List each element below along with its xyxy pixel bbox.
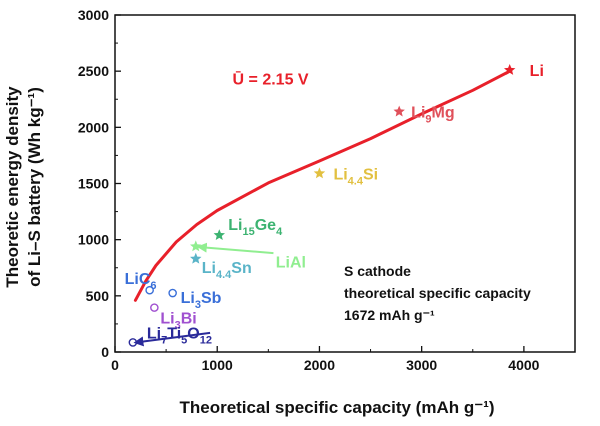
annotation-line-1: S cathode	[344, 263, 411, 279]
y-tick-label-6: 3000	[78, 7, 109, 23]
point-label-6: LiC6	[125, 271, 157, 292]
point-label-8: Li3Bi	[160, 311, 196, 332]
point-marker-7	[168, 288, 177, 298]
point-label-4: LiAl	[276, 254, 306, 271]
x-tick-label-0: 0	[111, 357, 119, 373]
point-label-7: Li3Sb	[181, 290, 222, 311]
x-tick-label-4: 4000	[508, 357, 539, 373]
annotation-line-3: 1672 mAh g⁻¹	[344, 307, 435, 323]
point-marker-5	[190, 252, 202, 264]
point-marker-2	[313, 167, 326, 179]
point-marker-6	[145, 285, 154, 295]
x-axis-label: Theoretical specific capacity (mAh g⁻¹)	[179, 398, 494, 417]
point-marker-8	[150, 303, 159, 312]
point-marker-4	[190, 240, 202, 252]
point-label-0: Li	[530, 63, 544, 80]
liai-arrow	[196, 242, 274, 255]
point-marker-9	[128, 338, 138, 347]
x-tick-label-2: 2000	[304, 357, 335, 373]
y-tick-label-4: 2000	[78, 119, 109, 135]
x-tick-label-1: 1000	[202, 357, 233, 373]
point-label-5: Li4.4Sn	[202, 260, 252, 281]
point-marker-3	[213, 229, 225, 240]
y-tick-label-1: 500	[86, 288, 110, 304]
point-label-1: Li9Mg	[411, 105, 454, 126]
x-tick-label-3: 3000	[406, 357, 437, 373]
y-tick-label-3: 1500	[78, 176, 109, 192]
y-axis-label-line-2: of Li–S battery (Wh kg⁻¹)	[25, 87, 44, 287]
y-tick-label-2: 1000	[78, 232, 109, 248]
voltage-curve	[133, 69, 512, 302]
point-marker-1	[393, 105, 405, 117]
annotation-line-2: theoretical specific capacity	[344, 285, 531, 301]
point-label-2: Li4.4Si	[333, 166, 378, 187]
y-axis-label-line-1: Theoretic energy density	[3, 86, 22, 288]
point-marker-0	[504, 64, 516, 75]
y-tick-label-0: 0	[101, 344, 109, 360]
y-tick-label-5: 2500	[78, 63, 109, 79]
curve-label: Ū = 2.15 V	[233, 70, 309, 89]
point-label-3: Li15Ge4	[228, 217, 283, 238]
li7ti5o12-arrow	[133, 331, 211, 347]
